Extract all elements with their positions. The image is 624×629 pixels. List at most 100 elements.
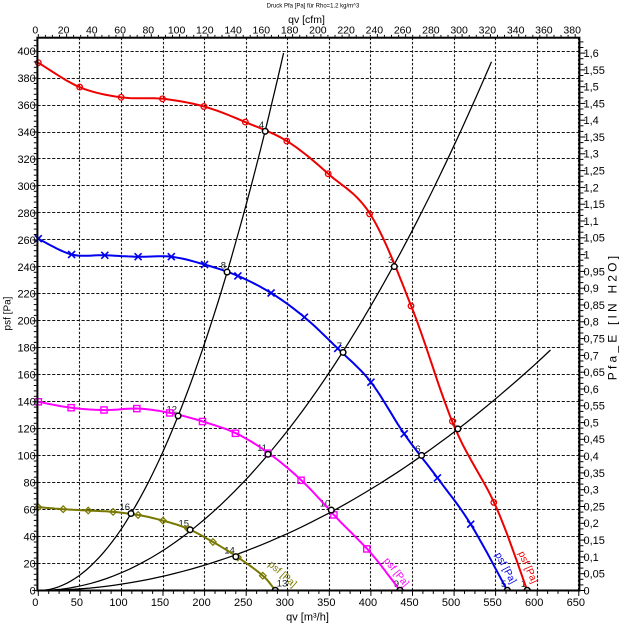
svg-text:0,6: 0,6 (584, 384, 599, 396)
svg-text:20: 20 (58, 25, 70, 37)
svg-text:100: 100 (168, 25, 186, 37)
svg-text:50: 50 (71, 597, 83, 609)
svg-text:250: 250 (234, 597, 252, 609)
svg-text:350: 350 (317, 597, 335, 609)
svg-text:340: 340 (17, 127, 35, 139)
svg-text:0,25: 0,25 (584, 501, 605, 513)
svg-text:450: 450 (400, 597, 418, 609)
svg-text:160: 160 (17, 370, 35, 382)
svg-text:100: 100 (17, 451, 35, 463)
svg-text:1,35: 1,35 (584, 132, 605, 144)
svg-text:0,9: 0,9 (584, 283, 599, 295)
svg-text:360: 360 (535, 25, 553, 37)
svg-text:0,3: 0,3 (584, 485, 599, 497)
svg-text:0,95: 0,95 (584, 266, 605, 278)
svg-text:380: 380 (17, 73, 35, 85)
svg-text:1: 1 (584, 250, 590, 262)
svg-text:320: 320 (17, 154, 35, 166)
svg-text:6: 6 (415, 444, 420, 455)
svg-text:0,5: 0,5 (584, 418, 599, 430)
svg-text:100: 100 (109, 597, 127, 609)
svg-text:200: 200 (192, 597, 210, 609)
svg-text:0: 0 (32, 25, 38, 37)
svg-text:0,1: 0,1 (584, 552, 599, 564)
svg-text:0,2: 0,2 (584, 518, 599, 530)
svg-text:1: 1 (521, 579, 526, 590)
svg-text:0: 0 (30, 585, 36, 597)
svg-text:200: 200 (17, 316, 35, 328)
svg-text:500: 500 (442, 597, 460, 609)
svg-text:1,1: 1,1 (584, 216, 599, 228)
svg-text:0: 0 (584, 585, 590, 597)
svg-text:0,7: 0,7 (584, 350, 599, 362)
svg-text:20: 20 (24, 558, 36, 570)
svg-text:1,15: 1,15 (584, 199, 605, 211)
svg-text:15: 15 (179, 518, 190, 529)
svg-text:0,75: 0,75 (584, 334, 605, 346)
svg-text:150: 150 (151, 597, 169, 609)
svg-text:220: 220 (337, 25, 355, 37)
svg-text:0,55: 0,55 (584, 401, 605, 413)
svg-text:120: 120 (196, 25, 214, 37)
svg-text:psf [Pa]: psf [Pa] (3, 296, 14, 330)
svg-text:320: 320 (479, 25, 497, 37)
svg-text:3: 3 (388, 255, 393, 266)
svg-text:1,55: 1,55 (584, 65, 605, 77)
svg-text:1,45: 1,45 (584, 98, 605, 110)
svg-text:120: 120 (17, 424, 35, 436)
svg-text:13: 13 (277, 579, 288, 590)
svg-text:0,8: 0,8 (584, 317, 599, 329)
svg-text:280: 280 (422, 25, 440, 37)
svg-text:16: 16 (119, 502, 130, 513)
svg-text:300: 300 (17, 181, 35, 193)
svg-text:180: 180 (281, 25, 299, 37)
svg-text:qv [m³/h]: qv [m³/h] (286, 612, 329, 624)
svg-text:340: 340 (507, 25, 525, 37)
svg-text:0,15: 0,15 (584, 535, 605, 547)
svg-text:400: 400 (359, 597, 377, 609)
svg-text:1,4: 1,4 (584, 115, 599, 127)
svg-text:360: 360 (17, 100, 35, 112)
svg-text:140: 140 (224, 25, 242, 37)
svg-text:160: 160 (253, 25, 271, 37)
svg-text:0: 0 (32, 597, 38, 609)
svg-text:300: 300 (450, 25, 468, 37)
svg-text:1,5: 1,5 (584, 82, 599, 94)
svg-text:240: 240 (366, 25, 384, 37)
svg-text:40: 40 (86, 25, 98, 37)
svg-text:300: 300 (276, 597, 294, 609)
svg-text:260: 260 (394, 25, 412, 37)
svg-text:1,25: 1,25 (584, 166, 605, 178)
svg-text:1,2: 1,2 (584, 182, 599, 194)
svg-text:220: 220 (17, 289, 35, 301)
svg-text:0,35: 0,35 (584, 468, 605, 480)
svg-text:0,05: 0,05 (584, 569, 605, 581)
svg-text:400: 400 (17, 46, 35, 58)
svg-text:Pfa_E [IN H2O]: Pfa_E [IN H2O] (606, 253, 620, 381)
svg-text:qv [cfm]: qv [cfm] (288, 14, 325, 26)
svg-text:260: 260 (17, 235, 35, 247)
svg-text:0,45: 0,45 (584, 434, 605, 446)
svg-text:8: 8 (221, 261, 226, 272)
svg-text:60: 60 (114, 25, 126, 37)
svg-text:0,4: 0,4 (584, 451, 599, 463)
svg-text:0,85: 0,85 (584, 300, 605, 312)
svg-text:Druck Pfa [Pa] für Rho=1.2 kg/: Druck Pfa [Pa] für Rho=1.2 kg/m^3 (267, 4, 360, 10)
svg-text:1,3: 1,3 (584, 149, 599, 161)
svg-text:0,65: 0,65 (584, 367, 605, 379)
svg-text:650: 650 (567, 597, 585, 609)
svg-text:380: 380 (563, 25, 581, 37)
svg-text:40: 40 (24, 532, 36, 544)
svg-text:1,05: 1,05 (584, 233, 605, 245)
svg-text:550: 550 (483, 597, 501, 609)
svg-text:240: 240 (17, 262, 35, 274)
svg-text:4: 4 (259, 120, 264, 131)
svg-text:80: 80 (142, 25, 154, 37)
svg-text:180: 180 (17, 343, 35, 355)
svg-text:200: 200 (309, 25, 327, 37)
svg-text:80: 80 (24, 478, 36, 490)
svg-text:600: 600 (525, 597, 543, 609)
svg-text:60: 60 (24, 505, 36, 517)
svg-text:1,6: 1,6 (584, 48, 599, 60)
svg-text:280: 280 (17, 208, 35, 220)
